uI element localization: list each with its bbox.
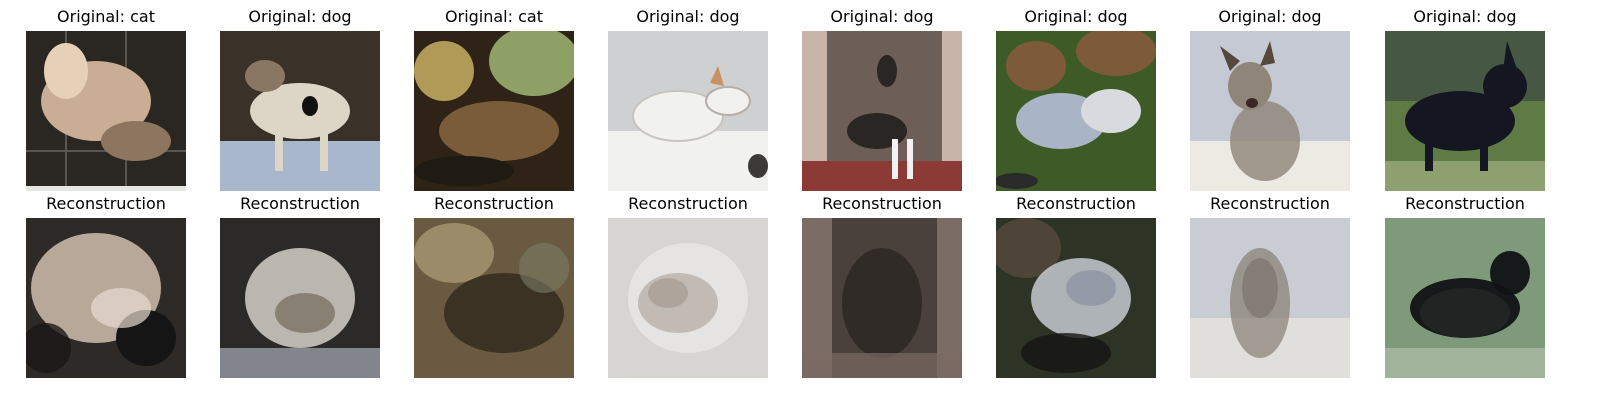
original-title: Original: dog (248, 7, 352, 26)
reconstruction-cell: Reconstruction (608, 195, 768, 378)
original-title: Original: dog (830, 7, 934, 26)
original-cell: Original: dog (1190, 8, 1350, 191)
original-image (996, 31, 1156, 191)
original-cell: Original: dog (996, 8, 1156, 191)
reconstruction-title: Reconstruction (628, 194, 748, 213)
reconstruction-title: Reconstruction (46, 194, 166, 213)
original-image (220, 31, 380, 191)
original-title: Original: dog (1218, 7, 1322, 26)
reconstruction-image (26, 218, 186, 378)
reconstruction-cell: Reconstruction (996, 195, 1156, 378)
original-title: Original: cat (57, 7, 155, 26)
original-title: Original: dog (1024, 7, 1128, 26)
reconstruction-cell: Reconstruction (220, 195, 380, 378)
original-image (1385, 31, 1545, 191)
reconstruction-image (220, 218, 380, 378)
reconstruction-title: Reconstruction (240, 194, 360, 213)
reconstruction-cell: Reconstruction (802, 195, 962, 378)
reconstruction-cell: Reconstruction (414, 195, 574, 378)
reconstruction-cell: Reconstruction (1385, 195, 1545, 378)
reconstruction-cell: Reconstruction (1190, 195, 1350, 378)
reconstruction-title: Reconstruction (822, 194, 942, 213)
original-cell: Original: dog (1385, 8, 1545, 191)
original-cell: Original: cat (414, 8, 574, 191)
original-image (802, 31, 962, 191)
reconstruction-image (608, 218, 768, 378)
reconstruction-image (1385, 218, 1545, 378)
reconstruction-title: Reconstruction (434, 194, 554, 213)
original-image (608, 31, 768, 191)
original-image (414, 31, 574, 191)
original-title: Original: cat (445, 7, 543, 26)
original-cell: Original: dog (608, 8, 768, 191)
reconstruction-cell: Reconstruction (26, 195, 186, 378)
original-cell: Original: dog (220, 8, 380, 191)
reconstruction-title: Reconstruction (1405, 194, 1525, 213)
reconstruction-image (996, 218, 1156, 378)
original-cell: Original: dog (802, 8, 962, 191)
reconstruction-title: Reconstruction (1016, 194, 1136, 213)
original-title: Original: dog (1413, 7, 1517, 26)
reconstruction-image (802, 218, 962, 378)
reconstruction-image (1190, 218, 1350, 378)
original-image (1190, 31, 1350, 191)
original-image (26, 31, 186, 191)
reconstruction-title: Reconstruction (1210, 194, 1330, 213)
original-cell: Original: cat (26, 8, 186, 191)
original-title: Original: dog (636, 7, 740, 26)
reconstruction-image (414, 218, 574, 378)
